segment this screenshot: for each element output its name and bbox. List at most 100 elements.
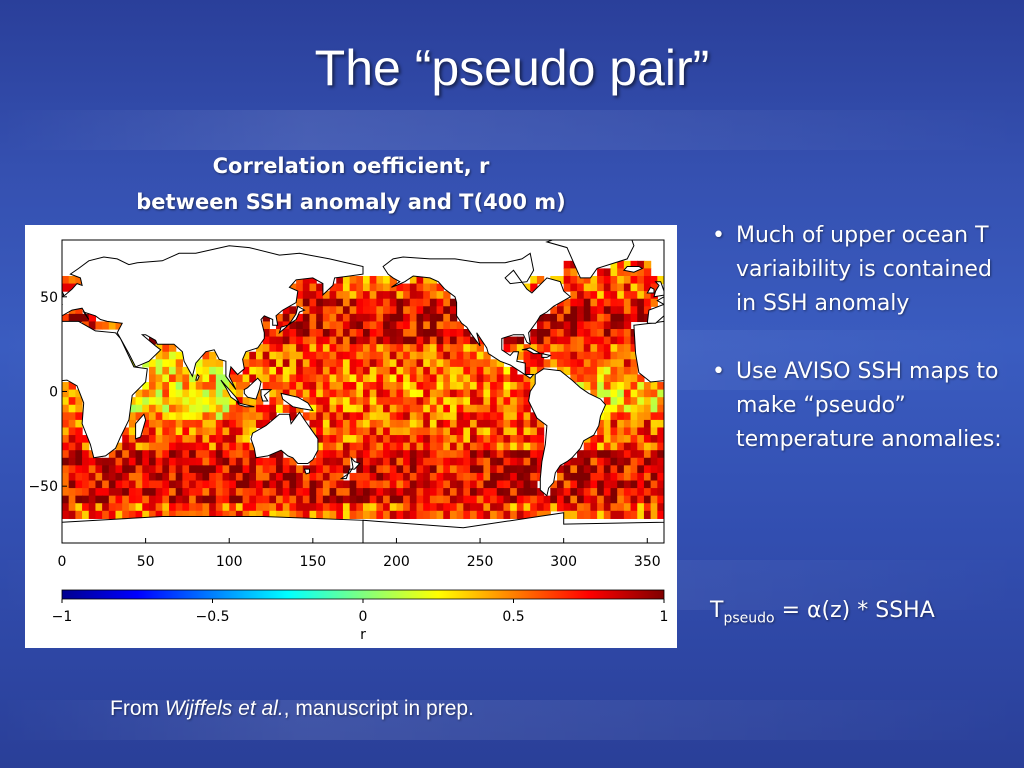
x-axis: 0 50 100 150 200 250 300 350 xyxy=(58,538,661,570)
correlation-cell xyxy=(456,344,464,353)
correlation-cell xyxy=(523,427,531,436)
correlation-cell xyxy=(603,427,612,436)
correlation-cell xyxy=(195,503,204,512)
correlation-cell xyxy=(195,397,204,406)
correlation-cell xyxy=(416,359,424,368)
correlation-cell xyxy=(556,480,565,489)
correlation-cell xyxy=(623,488,632,497)
correlation-cell xyxy=(423,336,431,345)
correlation-cell xyxy=(162,450,170,459)
correlation-cell xyxy=(597,329,605,338)
correlation-cell xyxy=(597,374,605,383)
correlation-cell xyxy=(536,457,545,466)
correlation-cell xyxy=(356,419,364,429)
correlation-cell xyxy=(363,442,371,451)
correlation-cell xyxy=(276,397,284,406)
correlation-cell xyxy=(630,351,638,360)
correlation-cell xyxy=(610,344,618,353)
correlation-cell xyxy=(162,359,170,368)
correlation-cell xyxy=(436,313,444,323)
correlation-cell xyxy=(590,336,598,345)
correlation-cell xyxy=(322,321,331,330)
correlation-cell xyxy=(182,419,190,429)
correlation-cell xyxy=(383,329,391,338)
correlation-cell xyxy=(389,382,398,391)
correlation-cell xyxy=(643,283,652,292)
correlation-cell xyxy=(182,366,190,376)
correlation-cell xyxy=(577,336,585,345)
correlation-cell xyxy=(396,404,404,413)
correlation-cell xyxy=(276,495,284,504)
correlation-cell xyxy=(376,374,384,383)
correlation-cell xyxy=(322,495,331,504)
correlation-cell xyxy=(423,298,431,307)
correlation-cell xyxy=(169,495,177,504)
correlation-cell xyxy=(356,412,364,421)
correlation-cell xyxy=(169,374,177,383)
correlation-cell xyxy=(189,510,197,519)
correlation-cell xyxy=(309,321,317,330)
correlation-cell xyxy=(396,321,404,330)
correlation-cell xyxy=(363,336,371,345)
correlation-cell xyxy=(289,472,297,482)
correlation-cell xyxy=(389,329,398,338)
correlation-cell xyxy=(643,457,652,466)
correlation-cell xyxy=(309,351,317,360)
correlation-cell xyxy=(456,366,464,376)
correlation-cell xyxy=(516,389,525,398)
correlation-cell xyxy=(162,344,170,353)
correlation-cell xyxy=(597,510,605,519)
correlation-cell xyxy=(516,397,525,406)
correlation-cell xyxy=(657,450,664,459)
correlation-cell xyxy=(369,442,377,451)
correlation-cell xyxy=(409,465,418,474)
correlation-cell xyxy=(322,313,331,323)
correlation-cell xyxy=(530,283,538,292)
correlation-cell xyxy=(403,472,411,482)
correlation-cell xyxy=(577,450,585,459)
correlation-cell xyxy=(449,495,458,504)
correlation-cell xyxy=(302,298,311,307)
correlation-cell xyxy=(356,313,364,323)
correlation-cell xyxy=(476,366,484,376)
correlation-cell xyxy=(255,366,264,376)
correlation-cell xyxy=(195,366,204,376)
correlation-cell xyxy=(155,435,163,444)
correlation-cell xyxy=(577,488,585,497)
correlation-cell xyxy=(242,419,250,429)
correlation-cell xyxy=(429,389,438,398)
correlation-cell xyxy=(122,472,130,482)
correlation-cell xyxy=(329,480,337,489)
correlation-cell xyxy=(195,488,204,497)
correlation-cell xyxy=(175,442,183,451)
correlation-cell xyxy=(369,306,377,315)
correlation-cell xyxy=(470,389,478,398)
correlation-cell xyxy=(449,359,458,368)
correlation-cell xyxy=(135,480,143,489)
correlation-cell xyxy=(363,495,371,504)
correlation-cell xyxy=(235,488,244,497)
correlation-cell xyxy=(510,404,518,413)
correlation-cell xyxy=(630,465,638,474)
correlation-cell xyxy=(302,351,311,360)
correlation-cell xyxy=(583,382,592,391)
correlation-cell xyxy=(389,472,398,482)
correlation-cell xyxy=(389,306,398,315)
correlation-cell xyxy=(68,427,76,436)
correlation-cell xyxy=(389,374,398,383)
correlation-cell xyxy=(603,419,612,429)
correlation-cell xyxy=(95,321,103,330)
correlation-cell xyxy=(82,488,90,497)
correlation-cell xyxy=(516,427,525,436)
correlation-cell xyxy=(142,480,150,489)
correlation-cell xyxy=(590,465,598,474)
correlation-cell xyxy=(349,419,357,429)
correlation-cell xyxy=(376,351,384,360)
correlation-cell xyxy=(108,472,117,482)
correlation-cell xyxy=(483,374,491,383)
correlation-cell xyxy=(470,359,478,368)
correlation-cell xyxy=(229,374,237,383)
correlation-cell xyxy=(148,480,157,489)
correlation-cell xyxy=(577,313,585,323)
correlation-cell xyxy=(603,329,612,338)
